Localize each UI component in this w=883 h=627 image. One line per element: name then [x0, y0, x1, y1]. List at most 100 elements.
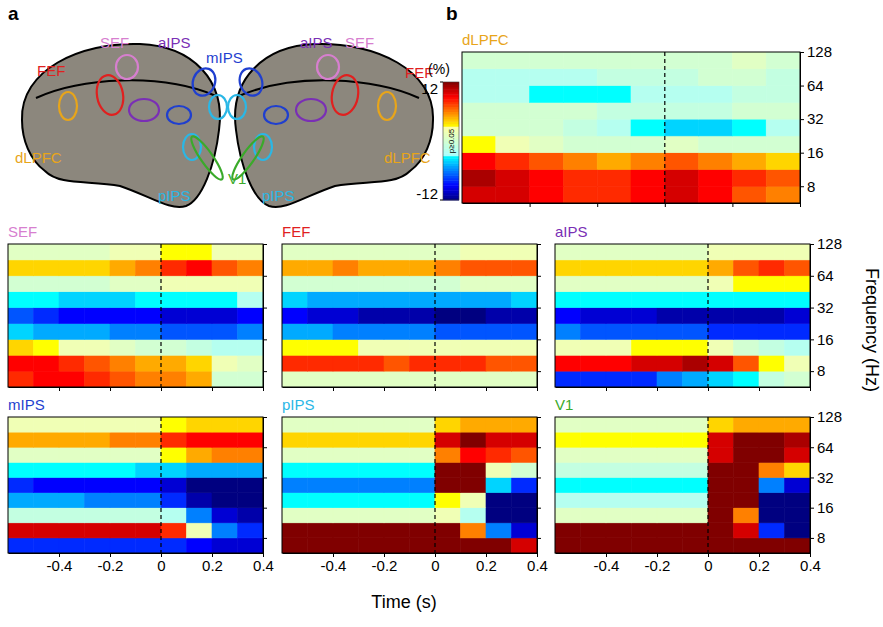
heatmap-cell	[462, 119, 496, 136]
tick	[708, 387, 709, 391]
region-outline	[116, 55, 138, 79]
tick-mark	[606, 387, 607, 391]
heatmap-cell	[308, 308, 334, 324]
axis: 8163264128	[800, 43, 832, 203]
heatmap-cell	[683, 308, 709, 324]
tick-mark	[263, 417, 267, 418]
heatmap-cell	[632, 538, 658, 553]
region-outline	[129, 99, 159, 121]
heatmap-cell	[785, 260, 811, 276]
plot-frame	[555, 244, 810, 387]
heatmap-cell	[282, 276, 308, 292]
heatmap-cell	[161, 244, 187, 260]
heatmap-cell	[110, 538, 136, 553]
heatmap-cell	[486, 462, 512, 477]
colorbar-step	[443, 82, 459, 85]
heatmap-cell	[308, 276, 334, 292]
heatmap-cell	[212, 260, 238, 276]
region-outline	[236, 65, 266, 99]
heatmap-cell	[435, 292, 461, 308]
heatmap-cell	[59, 276, 85, 292]
heatmap-cell	[563, 169, 597, 186]
heatmap-cell	[85, 308, 111, 324]
heatmap-cell	[759, 538, 785, 553]
heatmap-cell	[512, 292, 538, 308]
heatmap-cell	[282, 477, 308, 492]
heatmap-cell	[512, 323, 538, 339]
heatmap-cell	[187, 244, 213, 260]
axis	[263, 418, 267, 554]
heatmap-cell	[187, 323, 213, 339]
heatmap-cell	[734, 493, 760, 508]
heatmap-cell	[631, 69, 665, 86]
heatmap-cell	[759, 260, 785, 276]
tick: -0.2	[372, 553, 398, 574]
heatmap-panel: 8163264128	[462, 43, 832, 207]
heatmap-cell	[683, 323, 709, 339]
heatmap-cell	[136, 432, 162, 447]
heatmap-cell	[161, 523, 187, 538]
heatmap-cell	[85, 447, 111, 462]
heatmap-cell	[496, 153, 530, 170]
heatmap-cell	[282, 417, 308, 432]
heatmap-cell	[461, 477, 487, 492]
heatmap-cell	[110, 276, 136, 292]
tick-mark	[263, 371, 267, 372]
heatmap-cell	[657, 538, 683, 553]
tick-mark	[810, 339, 814, 340]
tick-label: 8	[817, 529, 825, 546]
heatmap-cell	[161, 462, 187, 477]
heatmap-cell	[282, 432, 308, 447]
heatmap-panel: -0.4-0.200.20.48163264128	[555, 408, 842, 573]
heatmap-cell	[734, 447, 760, 462]
heatmap-cell	[665, 186, 699, 203]
heatmap-cell	[759, 244, 785, 260]
heatmap-cell	[384, 355, 410, 371]
heatmap-cell	[581, 447, 607, 462]
heatmap-cell	[238, 432, 264, 447]
heatmap-cell	[785, 417, 811, 432]
heatmap-cell	[512, 260, 538, 276]
tick-mark	[732, 203, 733, 207]
plot-frame	[282, 244, 537, 387]
axis-line	[283, 387, 538, 388]
tick: -0.4	[321, 553, 347, 574]
heatmap-cell	[734, 523, 760, 538]
heatmap-cell	[212, 244, 238, 260]
heatmap-cell	[766, 186, 800, 203]
axis-line	[537, 418, 538, 554]
heatmap-cell	[581, 432, 607, 447]
event-marker	[707, 417, 708, 553]
heatmap-cell	[766, 119, 800, 136]
heatmap-cell	[161, 493, 187, 508]
panel-title: dLPFC	[462, 31, 509, 48]
heatmap-cell	[435, 508, 461, 523]
heatmap-cell	[486, 493, 512, 508]
event-marker	[664, 52, 665, 203]
heatmap-cell	[410, 417, 436, 432]
heatmap-cell	[597, 119, 631, 136]
heatmap-cell	[34, 355, 60, 371]
heatmap-cell	[435, 447, 461, 462]
heatmap-cell	[359, 417, 385, 432]
heatmap-cell	[734, 323, 760, 339]
tick	[665, 203, 666, 207]
tick	[263, 339, 267, 340]
heatmap-cell	[606, 508, 632, 523]
heatmap-cell	[563, 136, 597, 153]
heatmap-cell	[359, 323, 385, 339]
tick: 128	[810, 235, 842, 252]
heatmap-cell	[8, 447, 34, 462]
heatmap-cell	[563, 52, 597, 69]
region-label: dLPFC	[384, 149, 431, 166]
tick-mark	[486, 387, 487, 391]
heatmap-cell	[59, 339, 85, 355]
heatmap-cell	[435, 323, 461, 339]
heatmap-cell	[8, 417, 34, 432]
region-label: mIPS	[206, 49, 243, 66]
axis-line	[810, 418, 811, 554]
heatmap-cell	[110, 323, 136, 339]
heatmap-cell	[785, 477, 811, 492]
heatmap-cell	[632, 508, 658, 523]
heatmap-cell	[683, 508, 709, 523]
